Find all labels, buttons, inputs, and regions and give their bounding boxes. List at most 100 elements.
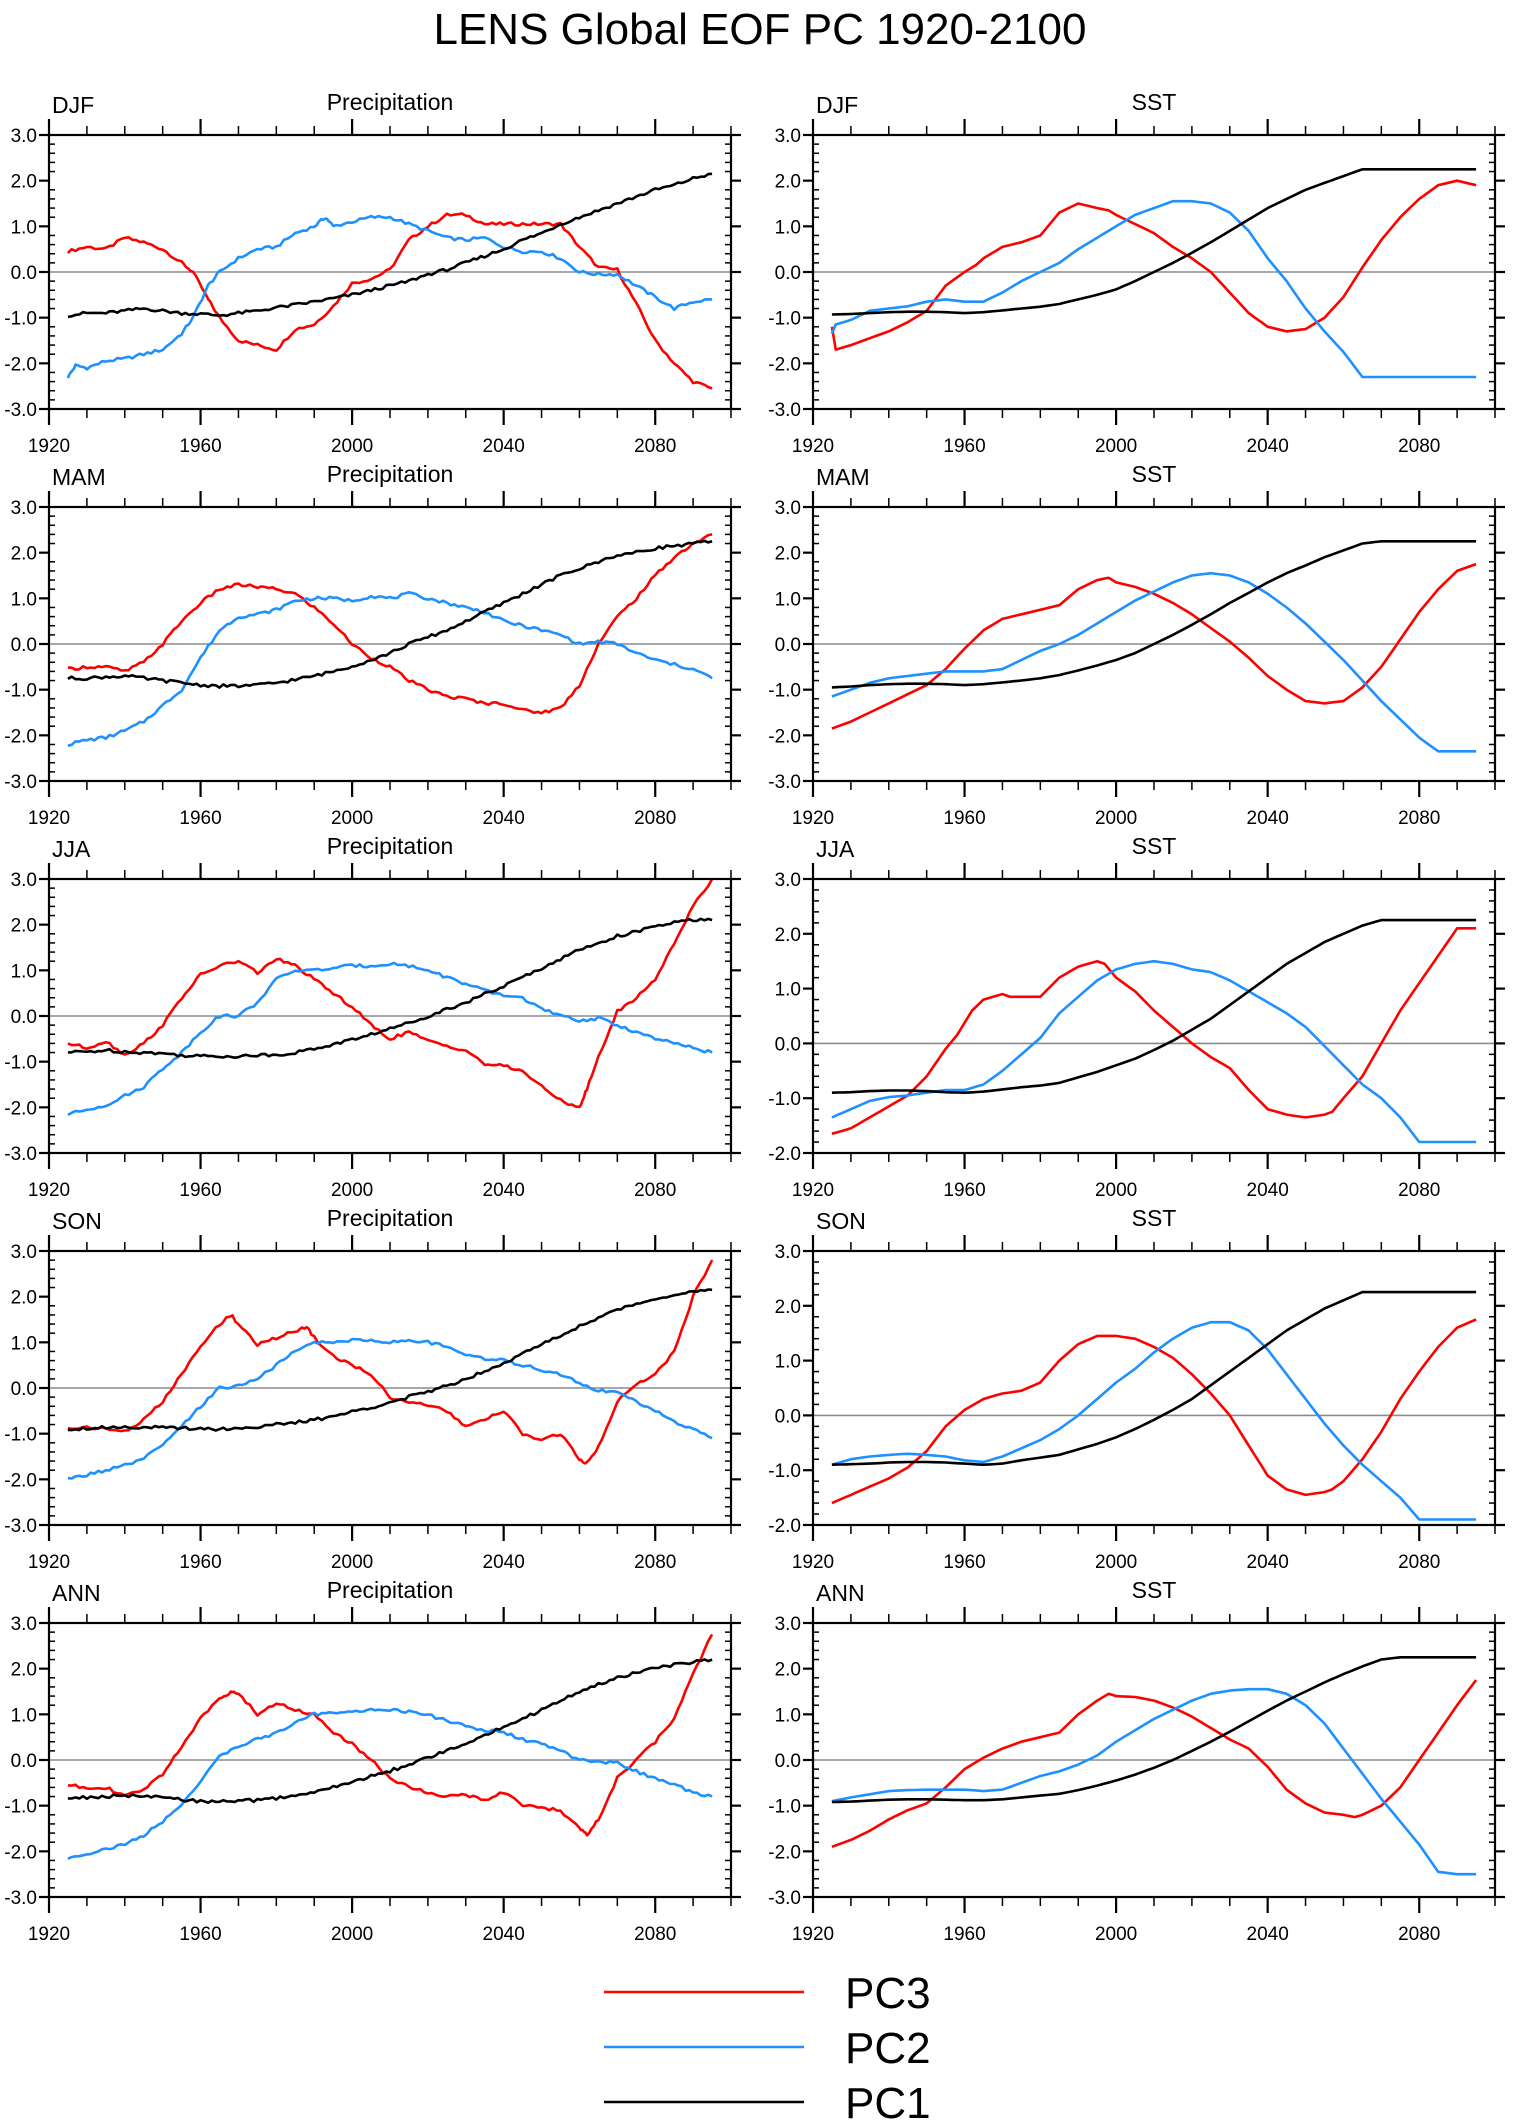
- y-tick-label: 2.0: [11, 1660, 37, 1681]
- series-line-pc3: [67, 533, 713, 715]
- legend-label-pc1: PC1: [845, 2079, 931, 2128]
- y-tick-label: -3.0: [768, 772, 801, 793]
- panel-son-precipitation: SON Precipitation -3.0 -2.0 -1.0 0.0 1.0 2.0 3.0…: [4, 1205, 741, 1573]
- series-line-pc2: [831, 959, 1477, 1144]
- x-tick-label: 2080: [1398, 436, 1440, 457]
- x-tick-label: 2080: [634, 436, 676, 457]
- x-tick-label: 2040: [1247, 1552, 1289, 1573]
- x-tick-label: 2080: [634, 1924, 676, 1945]
- x-tick-label: 2000: [331, 808, 373, 829]
- panel-variable-title: SST: [1132, 89, 1177, 115]
- y-tick-label: -2.0: [768, 726, 801, 747]
- x-tick-label: 2000: [1095, 436, 1137, 457]
- y-tick-label: 1.0: [775, 1705, 801, 1726]
- series-line-pc1: [831, 168, 1477, 316]
- series-line-pc3: [831, 562, 1477, 730]
- series-line-pc2: [831, 1320, 1477, 1521]
- x-tick-label: 2080: [1398, 1552, 1440, 1573]
- y-tick-label: 3.0: [775, 1614, 801, 1635]
- legend-label-pc3: PC3: [845, 1969, 931, 2018]
- x-tick-label: 1920: [792, 436, 834, 457]
- y-tick-label: -1.0: [768, 309, 801, 330]
- y-tick-label: 3.0: [11, 870, 37, 891]
- y-tick-label: -2.0: [4, 1098, 37, 1119]
- x-tick-label: 2040: [483, 808, 525, 829]
- x-tick-label: 2040: [1247, 808, 1289, 829]
- panel-season-label: DJF: [816, 92, 858, 118]
- y-tick-label: 0.0: [11, 263, 37, 284]
- series-line-pc1: [67, 172, 713, 319]
- series-line-pc1: [67, 917, 713, 1059]
- x-tick-label: 1960: [179, 1924, 221, 1945]
- y-tick-label: -1.0: [4, 1797, 37, 1818]
- y-tick-label: -2.0: [4, 1470, 37, 1491]
- x-tick-label: 2000: [331, 436, 373, 457]
- series-line-pc3: [67, 1633, 714, 1837]
- panel-season-label: JJA: [816, 836, 855, 862]
- x-tick-label: 2040: [483, 1180, 525, 1201]
- series-line-pc3: [67, 878, 714, 1109]
- panel-season-label: SON: [816, 1208, 866, 1234]
- x-tick-label: 1920: [28, 436, 70, 457]
- x-tick-label: 1920: [792, 808, 834, 829]
- panel-mam-sst: MAM SST -3.0 -2.0 -1.0 0.0 1.0 2.0 3.0 1920 1960 20…: [768, 461, 1505, 829]
- x-tick-label: 1960: [179, 1180, 221, 1201]
- x-tick-label: 2000: [1095, 1924, 1137, 1945]
- y-tick-label: -3.0: [768, 1888, 801, 1909]
- y-tick-label: -1.0: [4, 681, 37, 702]
- y-tick-label: 2.0: [11, 172, 37, 193]
- y-tick-label: 0.0: [11, 1007, 37, 1028]
- x-tick-label: 1960: [179, 808, 221, 829]
- x-tick-label: 2080: [634, 808, 676, 829]
- series-line-pc1: [831, 539, 1477, 689]
- x-tick-label: 1960: [179, 436, 221, 457]
- x-tick-label: 1920: [28, 1552, 70, 1573]
- y-tick-label: -2.0: [768, 1144, 801, 1165]
- y-tick-label: -1.0: [768, 681, 801, 702]
- y-tick-label: 3.0: [11, 1614, 37, 1635]
- panel-variable-title: Precipitation: [327, 89, 454, 115]
- y-tick-label: 0.0: [775, 635, 801, 656]
- series-line-pc1: [67, 1658, 713, 1804]
- x-tick-label: 2000: [1095, 1180, 1137, 1201]
- series-line-pc1: [831, 1290, 1477, 1466]
- panel-season-label: ANN: [52, 1580, 101, 1606]
- panel-ann-precipitation: ANN Precipitation -3.0 -2.0 -1.0 0.0 1.0 2.0 3.0…: [4, 1577, 741, 1945]
- panel-ann-sst: ANN SST -3.0 -2.0 -1.0 0.0 1.0 2.0 3.0 1920 1960 20…: [768, 1577, 1505, 1945]
- series-line-pc2: [831, 571, 1477, 753]
- y-tick-label: 2.0: [775, 1297, 801, 1318]
- y-tick-label: 0.0: [775, 1406, 801, 1427]
- series-line-pc2: [830, 199, 1477, 379]
- y-tick-label: -2.0: [4, 726, 37, 747]
- x-tick-label: 1960: [943, 1552, 985, 1573]
- x-tick-label: 1920: [28, 808, 70, 829]
- y-tick-label: 2.0: [11, 916, 37, 937]
- y-tick-label: 2.0: [775, 544, 801, 565]
- y-tick-label: 1.0: [11, 1705, 37, 1726]
- panel-variable-title: Precipitation: [327, 1205, 454, 1231]
- x-tick-label: 2000: [331, 1180, 373, 1201]
- panel-jja-precipitation: JJA Precipitation -3.0 -2.0 -1.0 0.0 1.0 2.0 3.0…: [4, 833, 741, 1201]
- x-tick-label: 2040: [483, 1924, 525, 1945]
- series-line-pc1: [67, 539, 713, 689]
- panel-variable-title: Precipitation: [327, 833, 454, 859]
- panel-djf-precipitation: DJF Precipitation -3.0 -2.0 -1.0 0.0 1.0 2.0 3.0…: [4, 89, 741, 457]
- y-tick-label: 3.0: [775, 1242, 801, 1263]
- y-tick-label: 2.0: [775, 925, 801, 946]
- y-tick-label: 1.0: [775, 217, 801, 238]
- series-line-pc2: [66, 214, 713, 379]
- y-tick-label: -1.0: [768, 1797, 801, 1818]
- y-tick-label: -3.0: [4, 1888, 37, 1909]
- series-line-pc2: [67, 961, 713, 1117]
- x-tick-label: 1960: [943, 1924, 985, 1945]
- panel-variable-title: Precipitation: [327, 1577, 454, 1603]
- y-tick-label: -3.0: [4, 1144, 37, 1165]
- panel-son-sst: SON SST -2.0 -1.0 0.0 1.0 2.0 3.0 1920 1960 2000 20…: [768, 1205, 1505, 1573]
- y-tick-label: 3.0: [11, 498, 37, 519]
- y-tick-label: 3.0: [11, 1242, 37, 1263]
- y-tick-label: -2.0: [768, 1842, 801, 1863]
- x-tick-label: 2000: [1095, 1552, 1137, 1573]
- y-tick-label: 3.0: [775, 126, 801, 147]
- y-tick-label: -1.0: [4, 1425, 37, 1446]
